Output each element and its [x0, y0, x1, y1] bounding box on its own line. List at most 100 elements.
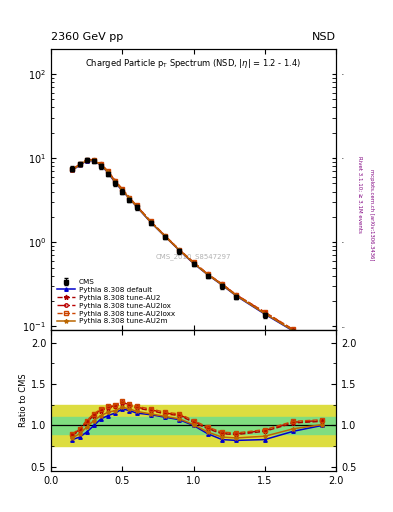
Pythia 8.308 default	[320, 345, 324, 351]
Pythia 8.308 default	[149, 219, 153, 225]
Pythia 8.308 tune-AU2loxx	[92, 157, 96, 163]
Y-axis label: Ratio to CMS: Ratio to CMS	[19, 374, 28, 428]
Pythia 8.308 tune-AU2	[84, 157, 89, 163]
Pythia 8.308 tune-AU2m	[99, 162, 103, 168]
Pythia 8.308 tune-AU2lox	[177, 247, 182, 253]
Pythia 8.308 tune-AU2lox	[106, 168, 110, 175]
Line: Pythia 8.308 tune-AU2loxx: Pythia 8.308 tune-AU2loxx	[71, 158, 323, 347]
Pythia 8.308 default	[106, 169, 110, 176]
Bar	[51, 405, 336, 446]
Pythia 8.308 tune-AU2loxx	[206, 271, 210, 277]
Pythia 8.308 tune-AU2m	[177, 247, 182, 253]
Pythia 8.308 tune-AU2m	[220, 282, 224, 288]
Pythia 8.308 tune-AU2loxx	[120, 186, 125, 192]
Pythia 8.308 tune-AU2	[320, 343, 324, 349]
Pythia 8.308 default	[191, 261, 196, 267]
Pythia 8.308 tune-AU2lox	[134, 203, 139, 209]
Pythia 8.308 tune-AU2lox	[92, 157, 96, 163]
Pythia 8.308 tune-AU2	[291, 327, 296, 333]
Pythia 8.308 tune-AU2lox	[163, 233, 167, 239]
Pythia 8.308 tune-AU2	[77, 161, 82, 167]
Pythia 8.308 tune-AU2	[70, 166, 75, 173]
Pythia 8.308 tune-AU2m	[320, 344, 324, 350]
Pythia 8.308 default	[220, 282, 224, 288]
Line: Pythia 8.308 tune-AU2lox: Pythia 8.308 tune-AU2lox	[71, 158, 323, 348]
Pythia 8.308 tune-AU2loxx	[77, 161, 82, 167]
Pythia 8.308 tune-AU2m	[263, 310, 267, 316]
Pythia 8.308 tune-AU2m	[163, 233, 167, 240]
Pythia 8.308 default	[134, 204, 139, 210]
Pythia 8.308 default	[92, 158, 96, 164]
Pythia 8.308 tune-AU2m	[127, 196, 132, 202]
Pythia 8.308 tune-AU2	[127, 195, 132, 201]
Text: NSD: NSD	[312, 32, 336, 42]
Bar	[51, 417, 336, 434]
Pythia 8.308 tune-AU2lox	[320, 343, 324, 349]
Pythia 8.308 tune-AU2m	[206, 271, 210, 278]
Pythia 8.308 tune-AU2	[263, 310, 267, 316]
Pythia 8.308 tune-AU2loxx	[263, 309, 267, 315]
Pythia 8.308 default	[113, 180, 118, 186]
Pythia 8.308 tune-AU2loxx	[70, 166, 75, 172]
Pythia 8.308 tune-AU2m	[120, 187, 125, 194]
Text: Charged Particle $\mathregular{p_T}$ Spectrum (NSD, $|\eta|$ = 1.2 - 1.4): Charged Particle $\mathregular{p_T}$ Spe…	[85, 57, 302, 70]
Pythia 8.308 tune-AU2loxx	[84, 157, 89, 163]
Pythia 8.308 tune-AU2lox	[206, 271, 210, 277]
Pythia 8.308 tune-AU2loxx	[149, 218, 153, 224]
Pythia 8.308 tune-AU2m	[106, 169, 110, 175]
Pythia 8.308 tune-AU2m	[234, 292, 239, 298]
Pythia 8.308 tune-AU2	[220, 282, 224, 288]
Pythia 8.308 tune-AU2	[106, 168, 110, 175]
Pythia 8.308 default	[206, 272, 210, 278]
Pythia 8.308 tune-AU2lox	[84, 157, 89, 163]
Pythia 8.308 tune-AU2loxx	[191, 259, 196, 265]
Pythia 8.308 tune-AU2m	[191, 260, 196, 266]
Pythia 8.308 tune-AU2lox	[70, 166, 75, 173]
Pythia 8.308 tune-AU2	[149, 219, 153, 225]
Pythia 8.308 tune-AU2m	[84, 157, 89, 163]
Pythia 8.308 tune-AU2loxx	[163, 232, 167, 239]
Pythia 8.308 tune-AU2m	[113, 179, 118, 185]
Pythia 8.308 tune-AU2lox	[120, 186, 125, 193]
Pythia 8.308 tune-AU2loxx	[220, 281, 224, 287]
Pythia 8.308 default	[99, 162, 103, 168]
Pythia 8.308 tune-AU2	[92, 157, 96, 163]
Line: Pythia 8.308 default: Pythia 8.308 default	[71, 159, 323, 349]
Pythia 8.308 tune-AU2	[234, 292, 239, 298]
Pythia 8.308 tune-AU2lox	[77, 161, 82, 167]
Text: CMS_2010_S8547297: CMS_2010_S8547297	[156, 253, 231, 260]
Pythia 8.308 tune-AU2loxx	[320, 342, 324, 348]
Pythia 8.308 tune-AU2	[206, 271, 210, 278]
Pythia 8.308 tune-AU2	[99, 161, 103, 167]
Pythia 8.308 tune-AU2loxx	[106, 168, 110, 174]
Pythia 8.308 tune-AU2m	[134, 203, 139, 209]
Pythia 8.308 default	[291, 328, 296, 334]
Pythia 8.308 default	[234, 293, 239, 299]
Pythia 8.308 tune-AU2loxx	[134, 202, 139, 208]
Pythia 8.308 tune-AU2	[113, 178, 118, 184]
Pythia 8.308 tune-AU2lox	[127, 195, 132, 201]
Pythia 8.308 tune-AU2loxx	[99, 161, 103, 167]
Pythia 8.308 default	[163, 233, 167, 240]
Pythia 8.308 tune-AU2	[191, 260, 196, 266]
Pythia 8.308 tune-AU2lox	[149, 219, 153, 225]
Pythia 8.308 tune-AU2loxx	[234, 292, 239, 298]
Pythia 8.308 tune-AU2m	[70, 167, 75, 173]
Line: Pythia 8.308 tune-AU2m: Pythia 8.308 tune-AU2m	[70, 158, 324, 349]
Pythia 8.308 tune-AU2	[163, 233, 167, 239]
Pythia 8.308 tune-AU2	[134, 203, 139, 209]
Pythia 8.308 tune-AU2	[177, 247, 182, 253]
Pythia 8.308 tune-AU2	[120, 187, 125, 193]
Text: Rivet 3.1.10; ≥ 3.1M events: Rivet 3.1.10; ≥ 3.1M events	[357, 156, 362, 233]
Pythia 8.308 default	[70, 167, 75, 173]
Text: 2360 GeV pp: 2360 GeV pp	[51, 32, 123, 42]
Pythia 8.308 tune-AU2loxx	[127, 195, 132, 201]
Legend: CMS, Pythia 8.308 default, Pythia 8.308 tune-AU2, Pythia 8.308 tune-AU2lox, Pyth: CMS, Pythia 8.308 default, Pythia 8.308 …	[55, 277, 177, 327]
Pythia 8.308 default	[263, 311, 267, 317]
Pythia 8.308 tune-AU2m	[92, 157, 96, 163]
Text: mcplots.cern.ch [arXiv:1306.3436]: mcplots.cern.ch [arXiv:1306.3436]	[369, 169, 374, 261]
Pythia 8.308 tune-AU2m	[291, 328, 296, 334]
Pythia 8.308 default	[77, 162, 82, 168]
Pythia 8.308 tune-AU2loxx	[291, 326, 296, 332]
Pythia 8.308 default	[177, 247, 182, 253]
